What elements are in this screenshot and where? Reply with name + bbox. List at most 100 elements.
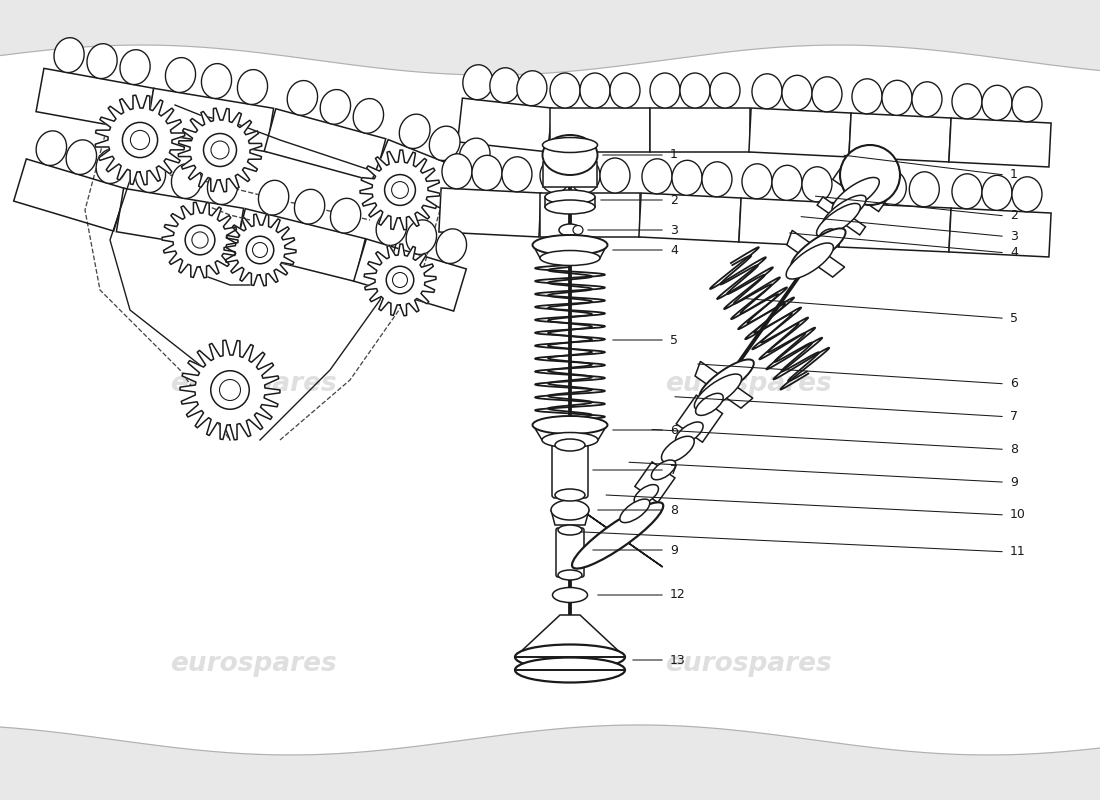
Ellipse shape	[295, 190, 324, 224]
Text: 8: 8	[1010, 443, 1018, 456]
Ellipse shape	[580, 73, 611, 108]
Ellipse shape	[544, 200, 595, 214]
Ellipse shape	[542, 138, 597, 153]
Ellipse shape	[742, 164, 772, 198]
Ellipse shape	[1012, 177, 1042, 212]
Circle shape	[131, 130, 150, 150]
Circle shape	[204, 134, 236, 166]
Circle shape	[246, 236, 274, 264]
Text: 6: 6	[1010, 378, 1018, 390]
Text: 10: 10	[1010, 509, 1026, 522]
Ellipse shape	[540, 250, 600, 266]
Polygon shape	[515, 615, 625, 657]
Ellipse shape	[572, 502, 663, 569]
Ellipse shape	[816, 203, 860, 237]
Text: eurospares: eurospares	[169, 651, 337, 677]
Polygon shape	[749, 108, 851, 157]
Polygon shape	[36, 68, 154, 132]
Polygon shape	[817, 197, 866, 235]
Polygon shape	[839, 203, 952, 252]
Ellipse shape	[502, 157, 532, 192]
Ellipse shape	[54, 38, 85, 73]
Ellipse shape	[559, 224, 581, 236]
Ellipse shape	[376, 211, 407, 246]
Ellipse shape	[258, 180, 288, 215]
Ellipse shape	[558, 525, 582, 535]
Ellipse shape	[517, 70, 547, 106]
Ellipse shape	[353, 98, 384, 134]
Ellipse shape	[1012, 87, 1042, 122]
Ellipse shape	[952, 174, 982, 209]
FancyBboxPatch shape	[543, 162, 597, 187]
Ellipse shape	[399, 114, 430, 149]
Polygon shape	[833, 159, 893, 211]
FancyBboxPatch shape	[552, 442, 589, 498]
Ellipse shape	[556, 439, 585, 451]
Ellipse shape	[700, 359, 754, 400]
Polygon shape	[264, 109, 386, 182]
Text: 8: 8	[670, 503, 678, 517]
Ellipse shape	[772, 166, 802, 200]
Ellipse shape	[540, 158, 570, 193]
Circle shape	[253, 242, 267, 258]
Text: 1: 1	[1010, 169, 1018, 182]
Circle shape	[211, 370, 250, 410]
Ellipse shape	[87, 44, 118, 78]
Polygon shape	[372, 139, 488, 221]
Text: eurospares: eurospares	[664, 371, 832, 397]
Ellipse shape	[786, 243, 834, 279]
Ellipse shape	[436, 229, 466, 263]
Circle shape	[393, 273, 407, 287]
Polygon shape	[117, 188, 243, 252]
Text: 3: 3	[670, 223, 678, 237]
Ellipse shape	[165, 58, 196, 93]
Ellipse shape	[832, 178, 879, 214]
Polygon shape	[534, 245, 607, 258]
Ellipse shape	[818, 229, 836, 244]
Ellipse shape	[542, 135, 597, 175]
Polygon shape	[949, 118, 1052, 167]
Ellipse shape	[982, 175, 1012, 210]
Ellipse shape	[490, 68, 520, 102]
Text: 6: 6	[670, 423, 678, 437]
Ellipse shape	[610, 73, 640, 108]
Polygon shape	[573, 504, 662, 567]
Text: 9: 9	[670, 543, 678, 557]
Ellipse shape	[802, 167, 832, 202]
Ellipse shape	[429, 126, 460, 161]
Polygon shape	[676, 395, 723, 442]
Circle shape	[385, 174, 416, 206]
Polygon shape	[180, 340, 280, 440]
Ellipse shape	[650, 73, 680, 108]
Ellipse shape	[515, 645, 625, 670]
Polygon shape	[354, 239, 466, 311]
Ellipse shape	[912, 82, 942, 117]
Polygon shape	[650, 108, 750, 152]
Polygon shape	[949, 208, 1052, 257]
Ellipse shape	[238, 70, 267, 105]
Polygon shape	[849, 113, 952, 162]
Ellipse shape	[287, 81, 318, 115]
Text: 13: 13	[670, 654, 685, 666]
Ellipse shape	[651, 460, 675, 480]
Ellipse shape	[672, 160, 702, 195]
Ellipse shape	[573, 226, 583, 234]
Text: 7: 7	[1010, 410, 1018, 423]
Circle shape	[191, 232, 208, 248]
Text: 2: 2	[1010, 210, 1018, 222]
Polygon shape	[635, 462, 675, 502]
Polygon shape	[458, 98, 552, 152]
Ellipse shape	[661, 436, 694, 462]
Ellipse shape	[812, 77, 842, 112]
Polygon shape	[515, 657, 625, 670]
Ellipse shape	[702, 162, 732, 197]
Polygon shape	[96, 95, 185, 185]
Text: 7: 7	[670, 463, 678, 477]
Polygon shape	[544, 197, 595, 207]
Ellipse shape	[844, 169, 873, 204]
Circle shape	[840, 145, 900, 205]
Polygon shape	[551, 510, 588, 525]
Circle shape	[386, 266, 414, 294]
Ellipse shape	[695, 394, 723, 415]
Polygon shape	[178, 108, 262, 192]
